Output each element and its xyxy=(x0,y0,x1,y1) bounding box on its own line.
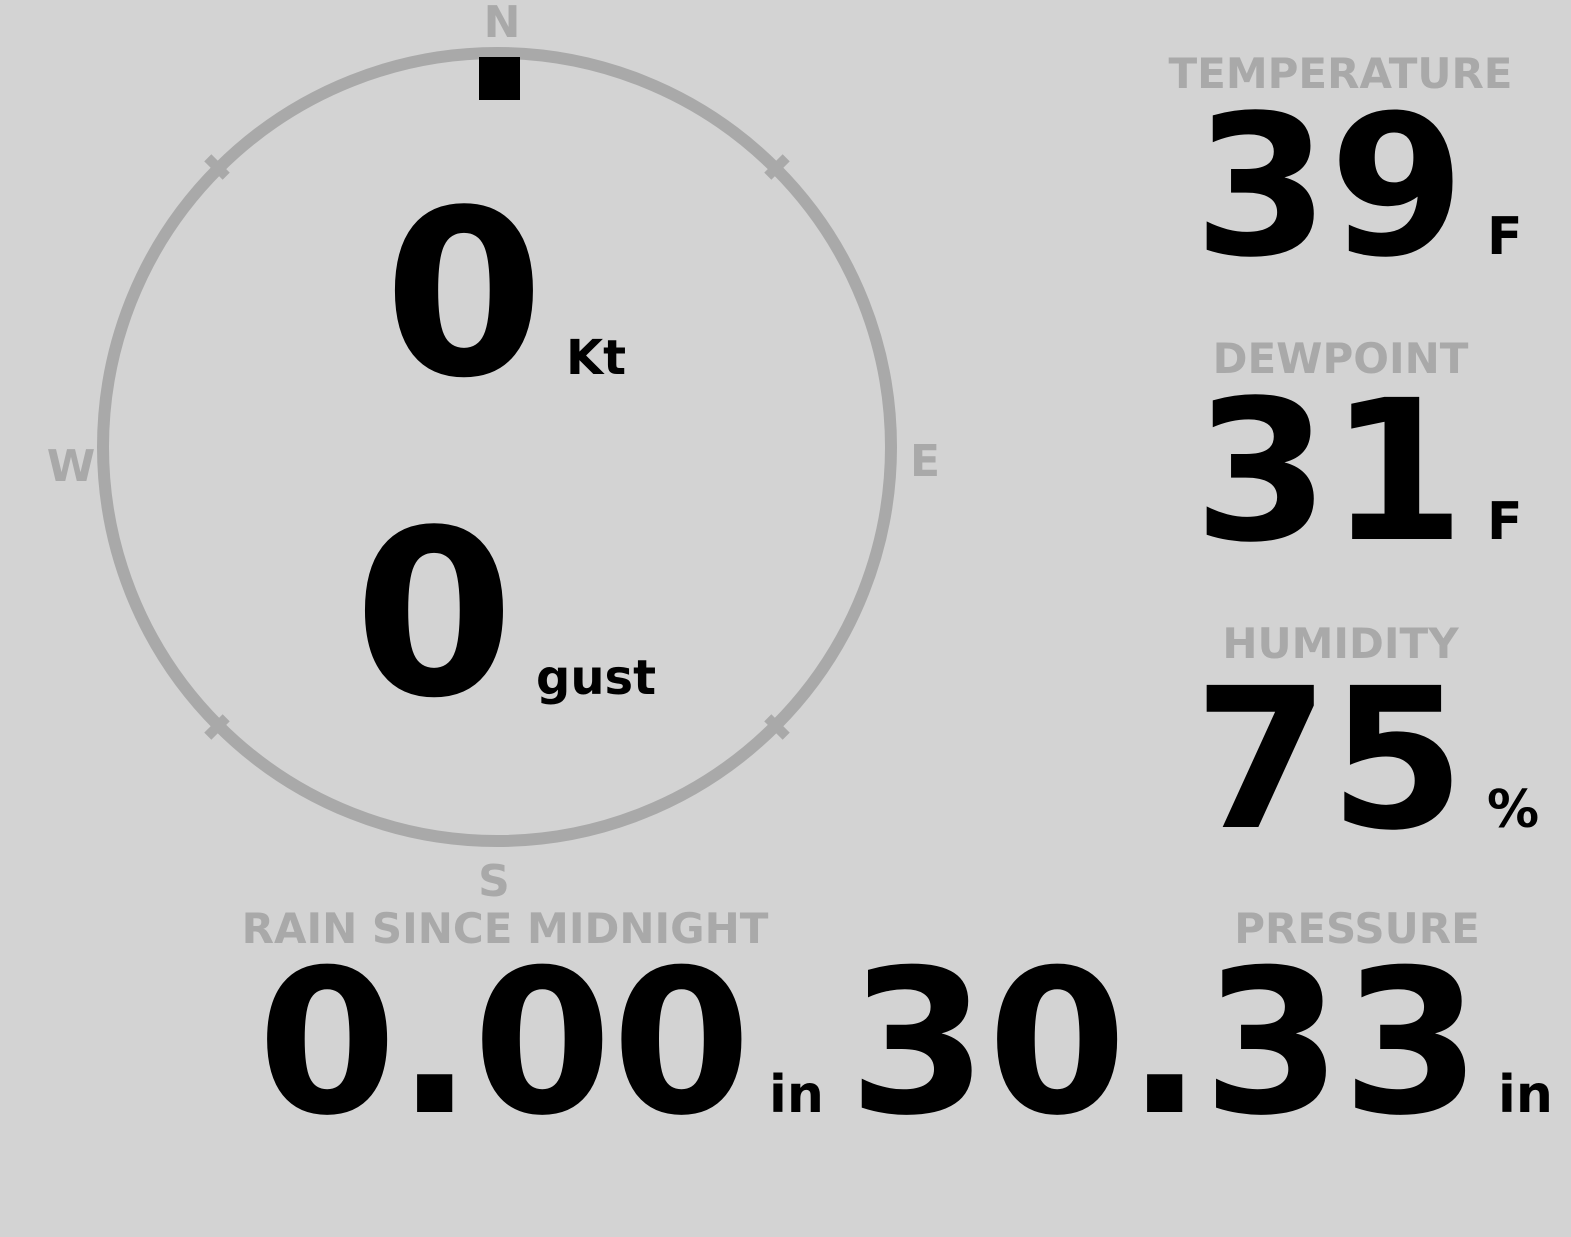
humidity-value: 75 xyxy=(1193,646,1465,873)
wind-gust-readout: 0 gust xyxy=(0,501,1010,731)
wind-gust-value: 0 xyxy=(353,482,514,749)
temperature-label: TEMPERATURE xyxy=(1168,49,1513,98)
cardinal-east-label: E xyxy=(909,436,941,487)
wind-speed-value: 0 xyxy=(383,162,544,429)
compass-tick-sw xyxy=(204,714,230,740)
pressure-readout: 30.33 in xyxy=(848,944,1571,1144)
pressure-label: PRESSURE xyxy=(1234,904,1480,953)
dewpoint-unit: F xyxy=(1487,492,1523,552)
rain-readout: 0.00 in xyxy=(100,944,880,1144)
wind-gust-unit: gust xyxy=(536,650,657,706)
humidity-label: HUMIDITY xyxy=(1222,619,1459,668)
cardinal-west-label: W xyxy=(46,441,96,492)
wind-compass-gauge xyxy=(97,47,897,847)
rain-unit: in xyxy=(769,1065,824,1125)
cardinal-north-label: N xyxy=(483,0,521,48)
temperature-unit: F xyxy=(1487,207,1523,267)
humidity-unit: % xyxy=(1487,780,1540,840)
dewpoint-label: DEWPOINT xyxy=(1212,334,1469,383)
dewpoint-readout: 31 F xyxy=(1110,374,1571,569)
dewpoint-value: 31 xyxy=(1193,358,1465,585)
rain-value: 0.00 xyxy=(257,927,751,1160)
temperature-readout: 39 F xyxy=(1110,89,1571,284)
wind-speed-readout: 0 Kt xyxy=(0,181,1010,411)
temperature-value: 39 xyxy=(1193,73,1465,300)
pressure-value: 30.33 xyxy=(848,927,1481,1160)
cardinal-south-label: S xyxy=(478,856,510,907)
humidity-readout: 75 % xyxy=(1110,662,1571,857)
wind-direction-marker xyxy=(479,57,520,100)
compass-tick-se xyxy=(764,714,790,740)
compass-tick-ne xyxy=(764,154,790,180)
compass-tick-nw xyxy=(204,154,230,180)
rain-label: RAIN SINCE MIDNIGHT xyxy=(241,904,769,953)
pressure-unit: in xyxy=(1498,1065,1553,1125)
wind-speed-unit: Kt xyxy=(565,330,627,386)
compass-ring xyxy=(97,47,897,847)
